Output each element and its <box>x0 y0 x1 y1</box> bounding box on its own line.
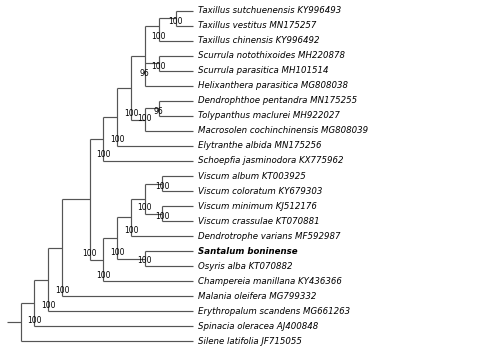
Text: Santalum boninense: Santalum boninense <box>198 247 298 256</box>
Text: Elytranthe albida MN175256: Elytranthe albida MN175256 <box>198 142 322 150</box>
Text: Scurrula notothixoides MH220878: Scurrula notothixoides MH220878 <box>198 51 346 60</box>
Text: Tolypanthus maclurei MH922027: Tolypanthus maclurei MH922027 <box>198 111 340 120</box>
Text: 96: 96 <box>154 107 164 116</box>
Text: 100: 100 <box>96 271 110 280</box>
Text: 100: 100 <box>124 226 138 235</box>
Text: 100: 100 <box>124 109 138 118</box>
Text: Champereia manillana KY436366: Champereia manillana KY436366 <box>198 277 342 286</box>
Text: Erythropalum scandens MG661263: Erythropalum scandens MG661263 <box>198 307 350 316</box>
Text: 100: 100 <box>155 212 170 221</box>
Text: 100: 100 <box>152 62 166 71</box>
Text: Taxillus chinensis KY996492: Taxillus chinensis KY996492 <box>198 36 320 45</box>
Text: 100: 100 <box>55 286 70 295</box>
Text: 100: 100 <box>41 301 56 310</box>
Text: Osyris alba KT070882: Osyris alba KT070882 <box>198 262 293 271</box>
Text: Viscum minimum KJ512176: Viscum minimum KJ512176 <box>198 202 317 210</box>
Text: Dendrotrophe varians MF592987: Dendrotrophe varians MF592987 <box>198 232 341 241</box>
Text: 100: 100 <box>138 256 152 265</box>
Text: 100: 100 <box>138 203 152 212</box>
Text: Silene latifolia JF715055: Silene latifolia JF715055 <box>198 337 302 346</box>
Text: Taxillus vestitus MN175257: Taxillus vestitus MN175257 <box>198 21 316 30</box>
Text: Viscum coloratum KY679303: Viscum coloratum KY679303 <box>198 187 322 196</box>
Text: 100: 100 <box>155 182 170 191</box>
Text: 100: 100 <box>96 150 110 159</box>
Text: 100: 100 <box>82 249 97 258</box>
Text: Macrosolen cochinchinensis MG808039: Macrosolen cochinchinensis MG808039 <box>198 126 368 136</box>
Text: Helixanthera parasitica MG808038: Helixanthera parasitica MG808038 <box>198 81 348 90</box>
Text: 100: 100 <box>152 32 166 40</box>
Text: Dendrophthoe pentandra MN175255: Dendrophthoe pentandra MN175255 <box>198 96 358 105</box>
Text: 100: 100 <box>27 316 42 325</box>
Text: 100: 100 <box>168 17 183 26</box>
Text: Scurrula parasitica MH101514: Scurrula parasitica MH101514 <box>198 66 329 75</box>
Text: 100: 100 <box>110 248 124 257</box>
Text: 100: 100 <box>110 136 124 144</box>
Text: 96: 96 <box>140 69 149 78</box>
Text: Schoepfia jasminodora KX775962: Schoepfia jasminodora KX775962 <box>198 156 344 165</box>
Text: Malania oleifera MG799332: Malania oleifera MG799332 <box>198 292 316 301</box>
Text: Spinacia oleracea AJ400848: Spinacia oleracea AJ400848 <box>198 322 318 331</box>
Text: Viscum crassulae KT070881: Viscum crassulae KT070881 <box>198 216 320 226</box>
Text: 100: 100 <box>138 114 152 123</box>
Text: Viscum album KT003925: Viscum album KT003925 <box>198 171 306 181</box>
Text: Taxillus sutchuenensis KY996493: Taxillus sutchuenensis KY996493 <box>198 6 342 15</box>
